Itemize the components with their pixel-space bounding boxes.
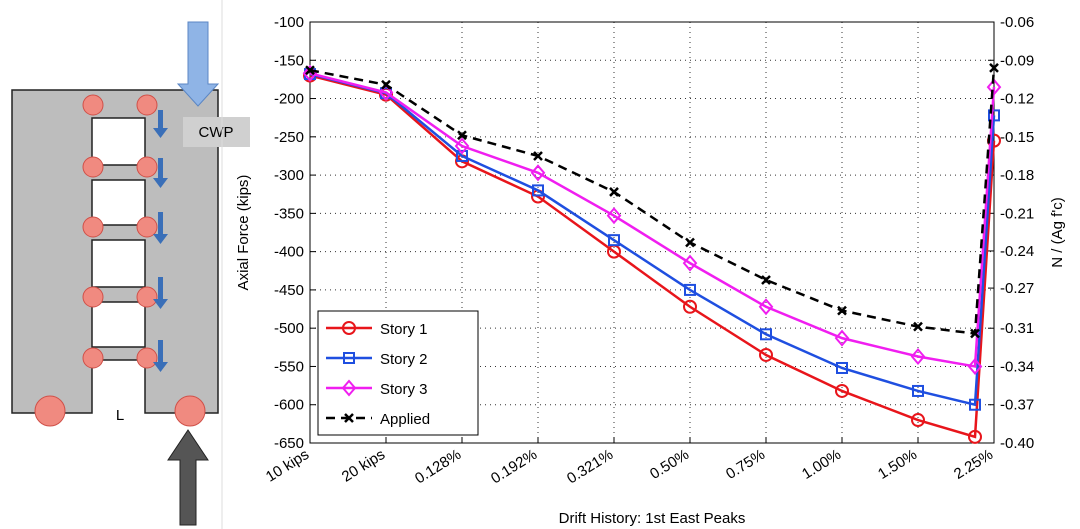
- marker: [910, 347, 926, 366]
- marker: [834, 329, 850, 347]
- y2-tick-label: -0.06: [1000, 14, 1034, 31]
- marker: [609, 187, 619, 197]
- y2-tick-label: -0.34: [1000, 358, 1034, 375]
- marker: [989, 63, 999, 73]
- load-box: [183, 117, 250, 147]
- y-tick-label: -400: [274, 244, 304, 261]
- y-tick-label: -300: [274, 167, 304, 184]
- marker: [683, 299, 697, 314]
- marker: [758, 298, 774, 316]
- marker: [967, 357, 983, 375]
- marker: [759, 347, 773, 362]
- marker: [761, 275, 771, 285]
- y-tick-label: -150: [274, 52, 304, 69]
- marker: [378, 83, 394, 101]
- legend-label: Story 3: [380, 381, 428, 398]
- y-tick-label: -250: [274, 129, 304, 146]
- x-tick-label: 1.50%: [875, 446, 920, 483]
- span-label: L: [116, 407, 124, 424]
- x-tick-label: 0.128%: [412, 446, 464, 487]
- marker: [760, 328, 772, 341]
- marker: [456, 149, 468, 162]
- load-label: CWP: [199, 124, 234, 141]
- y-axis-label: Axial Force (kips): [235, 175, 252, 291]
- y2-tick-label: -0.15: [1000, 129, 1034, 146]
- legend-label: Story 2: [380, 351, 428, 368]
- legend-label: Applied: [380, 411, 430, 428]
- reaction-arrow: [167, 429, 209, 526]
- series-line: [309, 72, 996, 368]
- plot-border: [309, 21, 995, 444]
- joints: [34, 94, 206, 427]
- marker: [457, 130, 467, 141]
- x-tick-label: 2.25%: [951, 446, 996, 483]
- y2-tick-label: -0.09: [1000, 52, 1034, 69]
- marker: [988, 109, 1000, 122]
- marker: [968, 429, 982, 444]
- marker: [911, 413, 925, 428]
- marker: [684, 283, 696, 296]
- y2-tick-label: -0.27: [1000, 280, 1034, 297]
- y-tick-label: -600: [274, 397, 304, 414]
- marker: [913, 321, 923, 332]
- y-tick-label: -550: [274, 358, 304, 375]
- marker: [454, 137, 470, 155]
- y2-tick-label: -0.12: [1000, 91, 1034, 108]
- legend-marker: [342, 321, 356, 335]
- chart: -100 -150 -200 -250 -300 -350 -400 -450 -500 -550…: [235, 14, 1066, 527]
- y-tick-label: -450: [274, 282, 304, 299]
- marker: [969, 398, 981, 411]
- series-line: [309, 74, 996, 439]
- marker: [986, 78, 1002, 96]
- marker: [381, 79, 391, 90]
- wall-diagram: CWP L: [11, 0, 250, 529]
- x-tick-label: 0.321%: [564, 446, 616, 487]
- y2-tick-label: -0.24: [1000, 243, 1034, 260]
- y2-tick-label: -0.40: [1000, 435, 1034, 452]
- y-tick-label: -500: [274, 320, 304, 337]
- marker: [608, 234, 620, 247]
- marker: [912, 384, 924, 397]
- load-arrow: [176, 21, 220, 107]
- x-tick-label: 0.50%: [647, 446, 692, 483]
- small-arrows: [153, 110, 168, 372]
- marker: [682, 254, 698, 272]
- marker: [835, 383, 849, 398]
- marker: [606, 207, 622, 225]
- marker: [836, 361, 848, 374]
- x-tick-label: 20 kips: [339, 446, 388, 486]
- legend-marker: [344, 413, 354, 423]
- legend-marker: [341, 379, 357, 397]
- marker: [685, 237, 695, 248]
- x-tick-label: 0.75%: [723, 446, 768, 483]
- y2-tick-label: -0.18: [1000, 167, 1034, 184]
- marker: [837, 305, 847, 316]
- y2-tick-label: -0.31: [1000, 320, 1034, 337]
- y-tick-label: -650: [274, 435, 304, 452]
- y2-axis-label: N / (Ag f'c): [1049, 197, 1066, 267]
- x-axis-label: Drift History: 1st East Peaks: [559, 510, 746, 527]
- series-line: [309, 72, 996, 407]
- y-tick-label: -350: [274, 205, 304, 222]
- y-tick-label: -200: [274, 91, 304, 108]
- marker: [533, 151, 543, 161]
- y-tick-label: -100: [274, 14, 304, 31]
- y2-tick-label: -0.21: [1000, 205, 1034, 222]
- marker: [305, 65, 315, 76]
- legend-label: Story 1: [380, 321, 428, 338]
- legend-marker: [343, 352, 355, 364]
- x-tick-label: 0.192%: [488, 446, 540, 487]
- x-tick-label: 1.00%: [799, 446, 844, 483]
- y2-tick-label: -0.37: [1000, 397, 1034, 414]
- marker: [530, 164, 546, 182]
- marker: [970, 328, 980, 339]
- marker: [532, 184, 544, 197]
